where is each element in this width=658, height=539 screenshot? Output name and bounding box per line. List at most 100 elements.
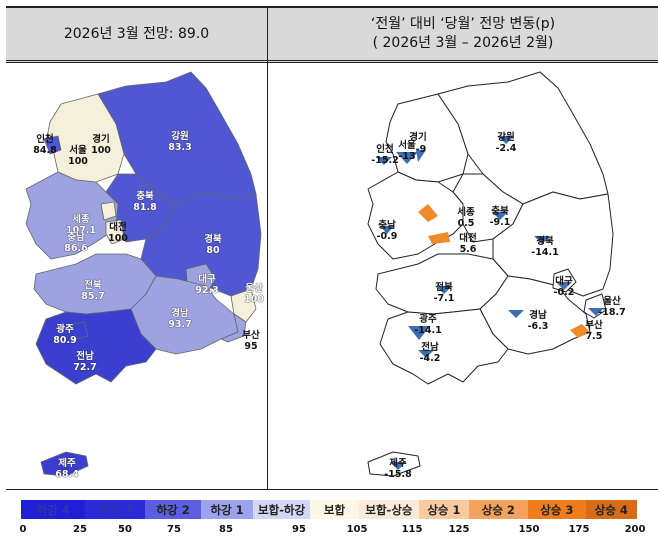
tick: 50 bbox=[118, 524, 132, 535]
region-ulsan bbox=[583, 293, 607, 319]
down-marker-jeju bbox=[390, 462, 406, 470]
label-gyeongnam: 경남 93.7 bbox=[168, 308, 192, 330]
tick: 25 bbox=[73, 524, 87, 535]
region-sejong bbox=[100, 201, 117, 221]
column-divider bbox=[267, 8, 268, 490]
tick: 150 bbox=[518, 524, 540, 535]
up-marker-daejeon bbox=[428, 232, 450, 244]
down-marker-gyeonggi bbox=[416, 150, 426, 162]
label-sejong: 세종 107.1 bbox=[65, 214, 97, 236]
label-jeonnam: 전남 -4.2 bbox=[419, 342, 441, 364]
down-marker-gyeongbuk bbox=[534, 236, 550, 244]
tick: 105 bbox=[346, 524, 368, 535]
region-gyeongbuk bbox=[492, 191, 614, 297]
label-chungbuk: 충북 -9.1 bbox=[489, 206, 511, 228]
down-marker-jeonbuk bbox=[436, 286, 452, 294]
change-map-panel: 인천 -15.2 서울 -13 경기 -9 강원 -2.4 충북 -9.1 세종 0.5 … bbox=[268, 64, 658, 488]
label-chungnam: 충남 -0.9 bbox=[376, 220, 398, 242]
label-daejeon: 대전 100 bbox=[108, 222, 128, 244]
down-marker-seoul bbox=[396, 152, 418, 164]
down-marker-chungbuk bbox=[492, 212, 508, 220]
down-marker-chungnam bbox=[380, 226, 394, 234]
down-marker-jeonnam bbox=[418, 350, 434, 358]
down-marker-incheon bbox=[376, 157, 392, 165]
legend-hagang1: 하강 1 bbox=[201, 500, 253, 519]
left-panel-header: 2026년 3월 전망: 89.0 bbox=[6, 8, 267, 63]
label-gangwon: 강원 -2.4 bbox=[495, 132, 517, 154]
label-jeonbuk: 전북 85.7 bbox=[81, 280, 105, 302]
label-daegu: 대구 -0.2 bbox=[553, 276, 575, 298]
tick: 200 bbox=[624, 524, 646, 535]
right-panel-header: ‘전월’ 대비 ‘당월’ 전망 변동(p) ( 2026년 3월 – 2026년… bbox=[268, 8, 658, 63]
label-daejeon: 대전 5.6 bbox=[459, 233, 477, 255]
table-bottom-line bbox=[6, 489, 658, 490]
region-ulsan bbox=[230, 288, 257, 323]
label-jeju: 제주 -15.8 bbox=[384, 458, 412, 480]
label-jeonbuk: 전북 -7.1 bbox=[433, 282, 455, 304]
legend-sangseung2: 상승 2 bbox=[468, 500, 529, 519]
legend-hagang3: 하강 3 bbox=[85, 500, 145, 519]
legend-ticks: 0 25 50 75 85 95 105 115 125 150 175 200 bbox=[0, 524, 658, 538]
label-gyeonggi-value: -9 bbox=[415, 144, 427, 155]
korea-change-map bbox=[367, 71, 614, 477]
label-seoul: 서울 -13 bbox=[398, 140, 416, 162]
tick: 95 bbox=[292, 524, 306, 535]
legend-hagang2: 하강 2 bbox=[144, 500, 202, 519]
legend-hagang4: 하강 4 bbox=[21, 500, 86, 519]
label-daegu: 대구 92.3 bbox=[195, 274, 219, 296]
legend-sangseung4: 상승 4 bbox=[585, 500, 637, 519]
tick: 0 bbox=[19, 524, 27, 535]
label-ulsan: 울산 100 bbox=[244, 283, 264, 305]
label-jeju: 제주 68.4 bbox=[55, 458, 79, 480]
tick: 125 bbox=[448, 524, 470, 535]
forecast-map-panel: 인천 84.8 서울 100 경기 100 강원 83.3 충북 81.8 세종 107.1… bbox=[6, 64, 267, 488]
tick: 115 bbox=[401, 524, 423, 535]
left-title: 2026년 3월 전망: 89.0 bbox=[63, 25, 210, 42]
korea-forecast-map bbox=[25, 71, 262, 477]
region-daegu bbox=[552, 268, 577, 293]
right-title-line2: ( 2026년 3월 – 2026년 2월) bbox=[372, 35, 554, 51]
legend-sangseung3: 상승 3 bbox=[528, 500, 586, 519]
tick: 175 bbox=[568, 524, 590, 535]
region-jeonnam bbox=[35, 308, 157, 385]
tick: 75 bbox=[167, 524, 181, 535]
right-title-line1: ‘전월’ 대비 ‘당월’ 전망 변동(p) bbox=[370, 16, 556, 32]
label-gyeonggi: 경기 bbox=[409, 132, 427, 143]
down-marker-gangwon bbox=[498, 136, 514, 144]
label-gyeongnam: 경남 -6.3 bbox=[527, 310, 549, 332]
down-marker-gyeongnam bbox=[508, 310, 524, 318]
label-sejong: 세종 0.5 bbox=[457, 207, 475, 229]
label-gyeongbuk: 경북 -14.1 bbox=[531, 236, 559, 258]
label-gyeonggi: 경기 100 bbox=[91, 134, 111, 156]
label-gwangju: 광주 80.9 bbox=[53, 324, 77, 346]
region-busan bbox=[220, 313, 247, 343]
region-daejeon bbox=[105, 219, 125, 245]
legend-bohap: 보합 bbox=[310, 500, 359, 519]
label-gwangju: 광주 -14.1 bbox=[414, 314, 442, 336]
label-incheon: 인천 -15.2 bbox=[371, 144, 399, 166]
label-gangwon: 강원 83.3 bbox=[168, 131, 192, 153]
region-gwangju bbox=[65, 321, 89, 341]
up-marker-busan bbox=[570, 324, 590, 338]
region-incheon bbox=[43, 135, 62, 155]
label-chungbuk: 충북 81.8 bbox=[133, 191, 157, 213]
label-busan: 부산 7.5 bbox=[585, 320, 603, 342]
up-marker-sejong bbox=[418, 204, 438, 222]
label-gyeongbuk: 경북 80 bbox=[204, 234, 222, 256]
legend-bohap-hagang: 보합-하강 bbox=[252, 500, 311, 519]
label-jeonnam: 전남 72.7 bbox=[73, 351, 97, 373]
region-chungnam bbox=[367, 171, 464, 260]
tick: 85 bbox=[219, 524, 233, 535]
label-chungnam: 충남 86.6 bbox=[64, 232, 88, 254]
label-incheon: 인천 84.8 bbox=[33, 134, 57, 156]
label-busan: 부산 95 bbox=[242, 330, 260, 352]
down-marker-daegu bbox=[556, 282, 572, 290]
table-frame bbox=[6, 6, 658, 492]
down-marker-ulsan bbox=[588, 308, 604, 316]
label-seoul: 서울 100 bbox=[68, 145, 88, 167]
down-marker-gwangju bbox=[408, 326, 430, 340]
region-jeju bbox=[40, 451, 89, 477]
color-legend: 하강 4 하강 3 하강 2 하강 1 보합-하강 보합 보합-상승 상승 1 … bbox=[21, 500, 637, 519]
legend-bohap-sangseung: 보합-상승 bbox=[358, 500, 420, 519]
legend-sangseung1: 상승 1 bbox=[419, 500, 469, 519]
